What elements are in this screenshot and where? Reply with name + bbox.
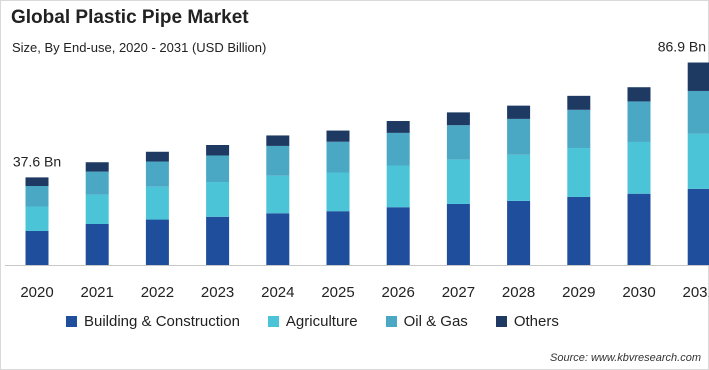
x-tick-label-2022: 2022 — [141, 284, 174, 301]
bar-segment-2023-series-1 — [206, 182, 230, 217]
bar-segment-2026-series-2 — [386, 132, 410, 166]
x-tick-label-2031: 2031 — [683, 284, 709, 301]
bar-segment-2026-series-0 — [386, 207, 410, 265]
bar-segment-2028-series-1 — [507, 154, 531, 201]
bar-segment-2024-series-1 — [266, 175, 290, 214]
legend-label: Others — [513, 313, 559, 330]
x-tick-label-2024: 2024 — [261, 284, 294, 301]
bar-segment-2021-series-2 — [85, 171, 109, 195]
bar-segment-2024-series-0 — [266, 213, 290, 265]
bar-segment-2025-series-3 — [326, 130, 350, 142]
bar-segment-2030-series-1 — [627, 141, 651, 194]
bar-segment-2020-series-0 — [25, 230, 49, 265]
bar-segment-2028-series-2 — [507, 118, 531, 155]
legend-label: Agriculture — [285, 313, 358, 330]
bar-segment-2024-series-2 — [266, 145, 290, 176]
bar-segment-2029-series-1 — [567, 148, 591, 197]
bar-segment-2023-series-3 — [206, 145, 230, 156]
x-tick-label-2030: 2030 — [622, 284, 655, 301]
legend-swatch — [495, 316, 507, 327]
x-tick-label-2027: 2027 — [442, 284, 475, 301]
bar-segment-2030-series-0 — [627, 193, 651, 265]
bar-segment-2029-series-2 — [567, 109, 591, 149]
legend: Building & Construction Agriculture Oil & … — [66, 313, 559, 330]
bar-segment-2029-series-0 — [567, 196, 591, 265]
x-tick-labels: 2020 2021 2022 2023 2024 2025 2026 2027 2028 2029… — [20, 284, 709, 301]
data-annotations: 37.6 Bn 86.9 Bn — [13, 39, 706, 170]
bar-segment-2021-series-1 — [85, 194, 109, 224]
legend-swatch — [66, 316, 77, 327]
bar-segment-2021-series-3 — [85, 162, 109, 172]
legend-swatch — [267, 316, 279, 327]
bar-segment-2031-series-0 — [687, 188, 709, 265]
data-label-2031: 86.9 Bn — [658, 39, 706, 55]
chart-title: Global Plastic Pipe Market — [11, 7, 249, 28]
bar-segment-2031-series-1 — [687, 133, 709, 189]
bar-segment-2027-series-3 — [446, 112, 470, 126]
bar-segment-2020-series-3 — [25, 177, 49, 187]
bars-group — [25, 62, 709, 266]
bar-segment-2028-series-3 — [507, 105, 531, 119]
bar-segment-2027-series-2 — [446, 125, 470, 160]
legend-item-2: Oil & Gas — [385, 313, 468, 330]
legend-item-0: Building & Construction — [66, 313, 240, 330]
bar-segment-2025-series-1 — [326, 172, 350, 212]
x-tick-label-2026: 2026 — [382, 284, 415, 301]
bar-segment-2023-series-2 — [206, 155, 230, 183]
legend-item-3: Others — [495, 313, 559, 330]
chart-subtitle: Size, By End-use, 2020 - 2031 (USD Billi… — [12, 40, 267, 55]
bar-segment-2021-series-0 — [85, 223, 109, 265]
bar-segment-2025-series-0 — [326, 211, 350, 265]
bar-segment-2026-series-3 — [386, 121, 410, 133]
bar-segment-2029-series-3 — [567, 95, 591, 110]
x-tick-label-2020: 2020 — [20, 284, 53, 301]
legend-label: Oil & Gas — [403, 313, 468, 330]
x-tick-label-2028: 2028 — [502, 284, 535, 301]
bar-segment-2031-series-2 — [687, 90, 709, 134]
bar-segment-2022-series-1 — [145, 186, 169, 220]
bar-segment-2027-series-0 — [446, 203, 470, 265]
x-tick-label-2029: 2029 — [562, 284, 595, 301]
source-note: Source: www.kbvresearch.com — [550, 352, 701, 364]
bar-segment-2030-series-2 — [627, 101, 651, 142]
legend-swatch — [385, 316, 397, 327]
bar-segment-2020-series-2 — [25, 186, 49, 207]
legend-item-1: Agriculture — [267, 313, 358, 330]
bar-segment-2023-series-0 — [206, 216, 230, 265]
data-label-2020: 37.6 Bn — [13, 153, 61, 169]
legend-label: Building & Construction — [84, 313, 240, 330]
bar-segment-2022-series-0 — [145, 219, 169, 265]
bar-segment-2022-series-2 — [145, 161, 169, 187]
x-tick-label-2023: 2023 — [201, 284, 234, 301]
bar-segment-2020-series-1 — [25, 206, 49, 231]
bar-segment-2031-series-3 — [687, 62, 709, 91]
x-tick-label-2025: 2025 — [321, 284, 354, 301]
bar-segment-2025-series-2 — [326, 141, 350, 173]
x-tick-label-2021: 2021 — [81, 284, 114, 301]
bar-segment-2028-series-0 — [507, 200, 531, 266]
bar-segment-2030-series-3 — [627, 87, 651, 102]
bar-segment-2024-series-3 — [266, 135, 290, 146]
bar-segment-2026-series-1 — [386, 165, 410, 208]
bar-segment-2022-series-3 — [145, 151, 169, 162]
bar-segment-2027-series-1 — [446, 159, 470, 204]
